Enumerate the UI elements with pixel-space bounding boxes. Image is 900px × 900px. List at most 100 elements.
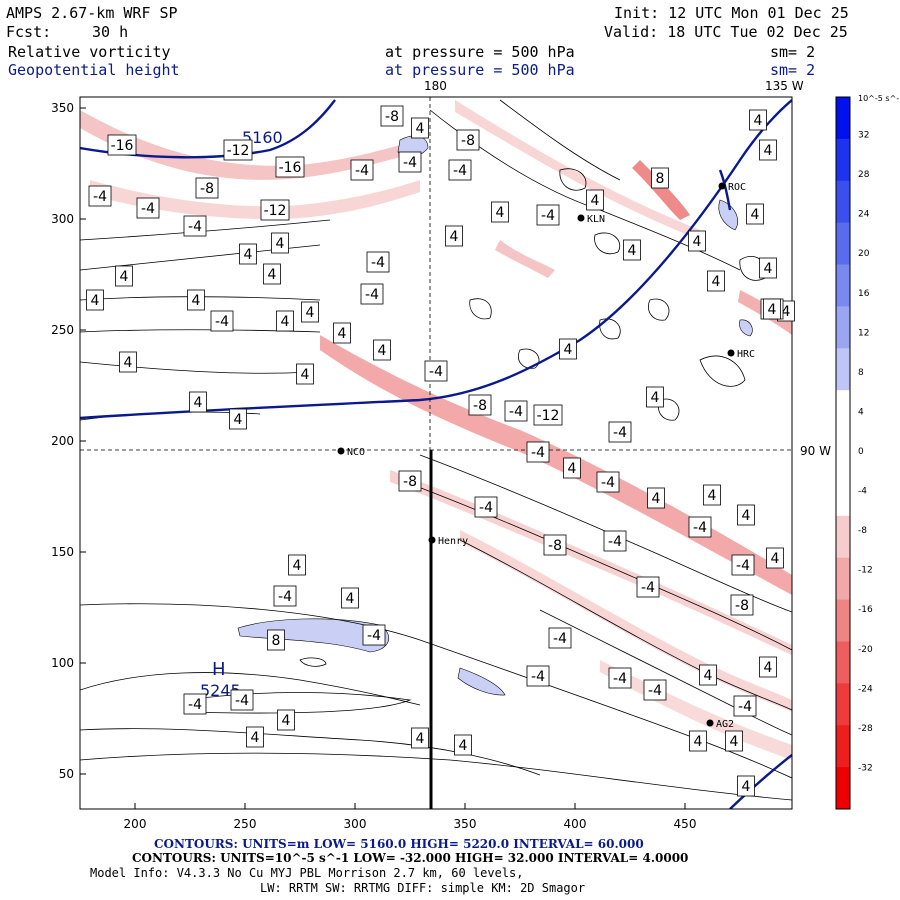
contour-value-label: -4 [210, 310, 234, 332]
colorbar-label: -8 [858, 526, 867, 536]
contour-value-label: -12 [260, 199, 290, 221]
svg-text:-4: -4 [601, 475, 615, 491]
contour-value-label: -12 [223, 139, 253, 161]
svg-text:4: 4 [764, 143, 773, 159]
x-tick-label: 450 [674, 817, 697, 831]
station-marker [706, 719, 714, 727]
contour-value-label: -4 [731, 554, 755, 576]
colorbar-label: 20 [858, 249, 870, 259]
svg-text:-8: -8 [200, 181, 214, 197]
contour-value-label: 4 [271, 232, 289, 254]
svg-text:-4: -4 [403, 155, 417, 171]
contour-value-label: -8 [195, 177, 219, 199]
contour-value-label: 4 [647, 487, 665, 509]
contour-value-label: 4 [373, 339, 391, 361]
footer-vorticity-contours: CONTOURS: UNITS=10^-5 s^-1 LOW= -32.000 … [132, 851, 689, 865]
svg-text:-12: -12 [537, 408, 560, 424]
contour-value-label: -4 [596, 471, 620, 493]
colorbar-label: -4 [858, 487, 867, 497]
svg-text:-4: -4 [235, 693, 249, 709]
colorbar-unit: 10^-5 s^-1 [858, 94, 900, 103]
colorbar-label: 28 [858, 170, 870, 180]
svg-text:4: 4 [708, 488, 717, 504]
footer-model-info: Model Info: V4.3.3 No Cu MYJ PBL Morriso… [90, 866, 524, 880]
contour-value-label: 4 [737, 504, 755, 526]
model-title: AMPS 2.67-km WRF SP [6, 4, 178, 22]
contour-value-label: 4 [189, 391, 207, 413]
station-marker [428, 536, 436, 544]
high-pressure-value: 5245 [200, 681, 241, 700]
y-tick-label: 250 [51, 323, 74, 337]
contour-value-label: -4 [273, 585, 297, 607]
high-pressure-letter: H [212, 659, 226, 680]
colorbar-segment [836, 767, 850, 810]
colorbar-segment [836, 599, 850, 642]
svg-text:-8: -8 [461, 133, 475, 149]
contour-value-label: 4 [586, 189, 604, 211]
contour-value-label: -8 [456, 129, 480, 151]
colorbar-label: 32 [858, 131, 869, 141]
contour-value-label: -4 [636, 576, 660, 598]
contour-value-label: -8 [468, 394, 492, 416]
svg-text:-4: -4 [371, 255, 385, 271]
svg-text:-4: -4 [355, 163, 369, 179]
station-label: ROC [728, 182, 746, 193]
pressure-vorticity: at pressure = 500 hPa [385, 43, 575, 61]
svg-text:4: 4 [268, 267, 277, 283]
contour-value-label: 4 [341, 587, 359, 609]
svg-text:-4: -4 [531, 669, 545, 685]
svg-text:4: 4 [564, 342, 573, 358]
colorbar-segment [836, 725, 850, 768]
svg-text:4: 4 [416, 121, 425, 137]
reference-lines [80, 97, 792, 451]
colorbar-segment [836, 222, 850, 266]
contour-value-label: -4 [603, 530, 627, 552]
lon-label-135w: 135 W [765, 79, 804, 93]
colorbar: 32 28 24 20 16 12 8 4 0 -4 -8 -12 -16 -20 -24 -28 -32 [835, 96, 873, 810]
svg-text:-8: -8 [385, 109, 399, 125]
svg-text:4: 4 [124, 355, 133, 371]
contour-value-label: 4 [737, 775, 755, 797]
svg-text:4: 4 [450, 229, 459, 245]
svg-text:4: 4 [234, 412, 243, 428]
station-marker [577, 214, 585, 222]
svg-text:4: 4 [281, 314, 290, 330]
contour-value-label: 4 [759, 139, 777, 161]
svg-text:4: 4 [768, 302, 777, 318]
footer-height-contours: CONTOURS: UNITS=m LOW= 5160.0 HIGH= 5220… [154, 837, 644, 851]
contour-value-label: -4 [366, 251, 390, 273]
contour-value-label: -4 [88, 185, 112, 207]
contour-value-label: 4 [333, 322, 351, 344]
svg-text:4: 4 [459, 738, 468, 754]
contour-value-label: -8 [380, 105, 404, 127]
svg-text:4: 4 [730, 734, 739, 750]
contour-value-label: -8 [398, 470, 422, 492]
colorbar-frame [835, 96, 851, 810]
station-label: Henry [438, 536, 468, 547]
svg-text:-4: -4 [613, 671, 627, 687]
svg-text:-4: -4 [531, 445, 545, 461]
contour-value-label: 4 [187, 289, 205, 311]
svg-text:8: 8 [656, 171, 665, 187]
svg-text:4: 4 [192, 293, 201, 309]
station-marker [337, 447, 345, 455]
contour-value-label: 4 [276, 310, 294, 332]
contour-value-label: 4 [559, 338, 577, 360]
contour-value-label: 4 [119, 351, 137, 373]
contour-value-label: 4 [277, 709, 295, 731]
svg-text:4: 4 [194, 395, 203, 411]
svg-text:-4: -4 [188, 697, 202, 713]
svg-text:4: 4 [652, 491, 661, 507]
contour-value-label: -4 [183, 693, 207, 715]
svg-text:-12: -12 [227, 143, 250, 159]
stations: NCO Henry KLN ROC HRC AG2 [337, 182, 755, 730]
svg-text:4: 4 [293, 558, 302, 574]
contour-labels: -16 -12-16-8-12-4-4-4-4-84-4-8-444 444444-… [86, 105, 795, 797]
contour-value-label: -4 [230, 689, 254, 711]
contour-value-label: 4 [646, 386, 664, 408]
colorbar-label: -16 [858, 605, 873, 615]
contour-value-label: -4 [504, 400, 528, 422]
contour-value-label: -4 [362, 624, 386, 646]
contour-value-label: -4 [548, 627, 572, 649]
contour-value-label: 4 [115, 265, 133, 287]
